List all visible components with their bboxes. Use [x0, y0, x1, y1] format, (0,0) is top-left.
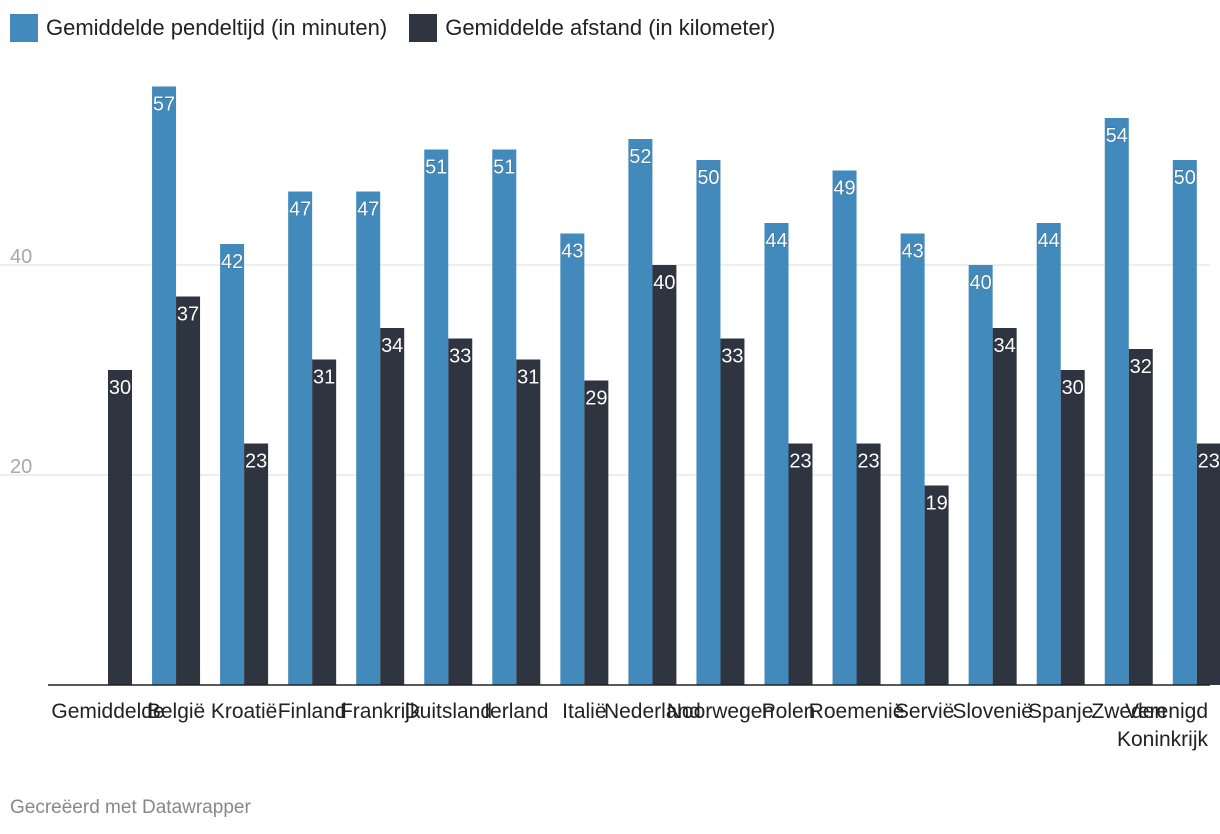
category-label-10: Polen — [762, 700, 816, 723]
bar-distance-12 — [924, 485, 949, 685]
category-label-11: Roemenië — [809, 700, 905, 723]
bar-distance-9 — [720, 338, 745, 685]
value-label-distance-10: 23 — [789, 451, 811, 473]
value-label-commute-time-16: 50 — [1174, 167, 1196, 189]
value-label-commute-time-10: 44 — [765, 230, 787, 252]
value-label-commute-time-1: 57 — [153, 94, 175, 116]
legend-label-distance: Gemiddelde afstand (in kilometer) — [445, 15, 776, 40]
bar-commute-time-4 — [356, 191, 381, 685]
bar-commute-time-10 — [764, 223, 789, 685]
value-label-commute-time-3: 47 — [289, 199, 311, 221]
footer-credit: Gecreëerd met Datawrapper — [10, 797, 251, 818]
value-label-distance-0: 30 — [109, 377, 131, 399]
value-label-commute-time-2: 42 — [221, 251, 243, 273]
bar-distance-14 — [1060, 370, 1085, 685]
value-label-distance-3: 31 — [313, 367, 335, 389]
value-label-commute-time-8: 52 — [629, 146, 651, 168]
value-label-commute-time-5: 51 — [425, 157, 447, 179]
value-label-distance-4: 34 — [381, 335, 403, 357]
legend-item-distance[interactable]: Gemiddelde afstand (in kilometer) — [409, 14, 775, 42]
category-label-9: Noorwegen — [667, 700, 774, 723]
bar-distance-13 — [992, 328, 1017, 685]
legend-swatch-commute-time — [10, 14, 38, 42]
value-label-distance-6: 31 — [517, 367, 539, 389]
value-label-distance-11: 23 — [857, 451, 879, 473]
category-label-15: Zweden — [1091, 700, 1166, 723]
bar-distance-10 — [788, 443, 813, 685]
value-label-distance-9: 33 — [721, 346, 743, 368]
y-tick-label-20: 20 — [10, 456, 32, 478]
bar-distance-5 — [448, 338, 473, 685]
chart-legend: Gemiddelde pendeltijd (in minuten) Gemid… — [10, 12, 775, 44]
bar-distance-3 — [312, 359, 337, 685]
y-tick-label-40: 40 — [10, 246, 32, 268]
value-label-distance-5: 33 — [449, 346, 471, 368]
bar-distance-4 — [380, 328, 405, 685]
category-label-2: Kroatië — [211, 700, 278, 723]
bar-distance-0 — [108, 370, 132, 685]
bar-distance-16 — [1196, 443, 1220, 685]
category-label-4: Frankrijk — [340, 700, 421, 723]
legend-item-commute-time[interactable]: Gemiddelde pendeltijd (in minuten) — [10, 14, 387, 42]
bar-commute-time-7 — [560, 233, 585, 685]
category-label-0: Gemiddelde — [51, 700, 164, 723]
category-label-14: Spanje — [1028, 700, 1093, 723]
bar-commute-time-16 — [1172, 160, 1197, 685]
value-label-commute-time-7: 43 — [561, 241, 583, 263]
bar-commute-time-1 — [152, 86, 177, 685]
bar-distance-6 — [516, 359, 541, 685]
bar-commute-time-14 — [1036, 223, 1061, 685]
category-label-12: Servië — [895, 700, 955, 723]
legend-swatch-distance — [409, 14, 438, 42]
bar-distance-15 — [1128, 349, 1153, 685]
value-label-distance-7: 29 — [585, 388, 607, 410]
value-label-commute-time-6: 51 — [493, 157, 515, 179]
value-label-commute-time-4: 47 — [357, 199, 379, 221]
bar-distance-1 — [176, 296, 201, 685]
value-label-commute-time-11: 49 — [833, 178, 855, 200]
value-label-distance-1: 37 — [177, 304, 199, 326]
bar-distance-11 — [856, 443, 881, 685]
value-label-commute-time-15: 54 — [1106, 125, 1128, 147]
bar-commute-time-9 — [696, 160, 721, 685]
value-label-commute-time-9: 50 — [697, 167, 719, 189]
value-label-distance-15: 32 — [1130, 356, 1152, 378]
category-label-16: Verenigd Koninkrijk — [1117, 700, 1209, 751]
bar-commute-time-2 — [220, 244, 245, 685]
category-label-5: Duitsland — [404, 700, 492, 723]
bar-commute-time-12 — [900, 233, 925, 685]
value-label-commute-time-14: 44 — [1038, 230, 1060, 252]
bar-commute-time-11 — [832, 170, 857, 685]
value-label-distance-8: 40 — [653, 272, 675, 294]
category-label-13: Slovenië — [952, 700, 1033, 723]
bar-commute-time-6 — [492, 149, 517, 685]
value-label-distance-2: 23 — [245, 451, 267, 473]
bar-commute-time-8 — [628, 139, 653, 685]
value-label-commute-time-13: 40 — [970, 272, 992, 294]
bar-distance-8 — [652, 265, 677, 685]
category-label-1: België — [147, 700, 205, 723]
bar-commute-time-3 — [288, 191, 313, 685]
category-label-8: Nederland — [604, 700, 701, 723]
value-label-distance-16: 23 — [1198, 451, 1220, 473]
bar-commute-time-13 — [968, 265, 993, 685]
bar-distance-2 — [244, 443, 269, 685]
bar-distance-7 — [584, 380, 609, 685]
category-label-3: Finland — [278, 700, 347, 723]
bar-commute-time-5 — [424, 149, 449, 685]
bar-commute-time-15 — [1104, 118, 1129, 685]
value-label-distance-14: 30 — [1062, 377, 1084, 399]
value-label-commute-time-12: 43 — [901, 241, 923, 263]
value-label-distance-13: 34 — [994, 335, 1016, 357]
legend-label-commute-time: Gemiddelde pendeltijd (in minuten) — [46, 15, 388, 40]
value-label-distance-12: 19 — [925, 493, 947, 515]
category-label-6: Ierland — [484, 700, 548, 723]
category-label-7: Italië — [562, 700, 606, 723]
